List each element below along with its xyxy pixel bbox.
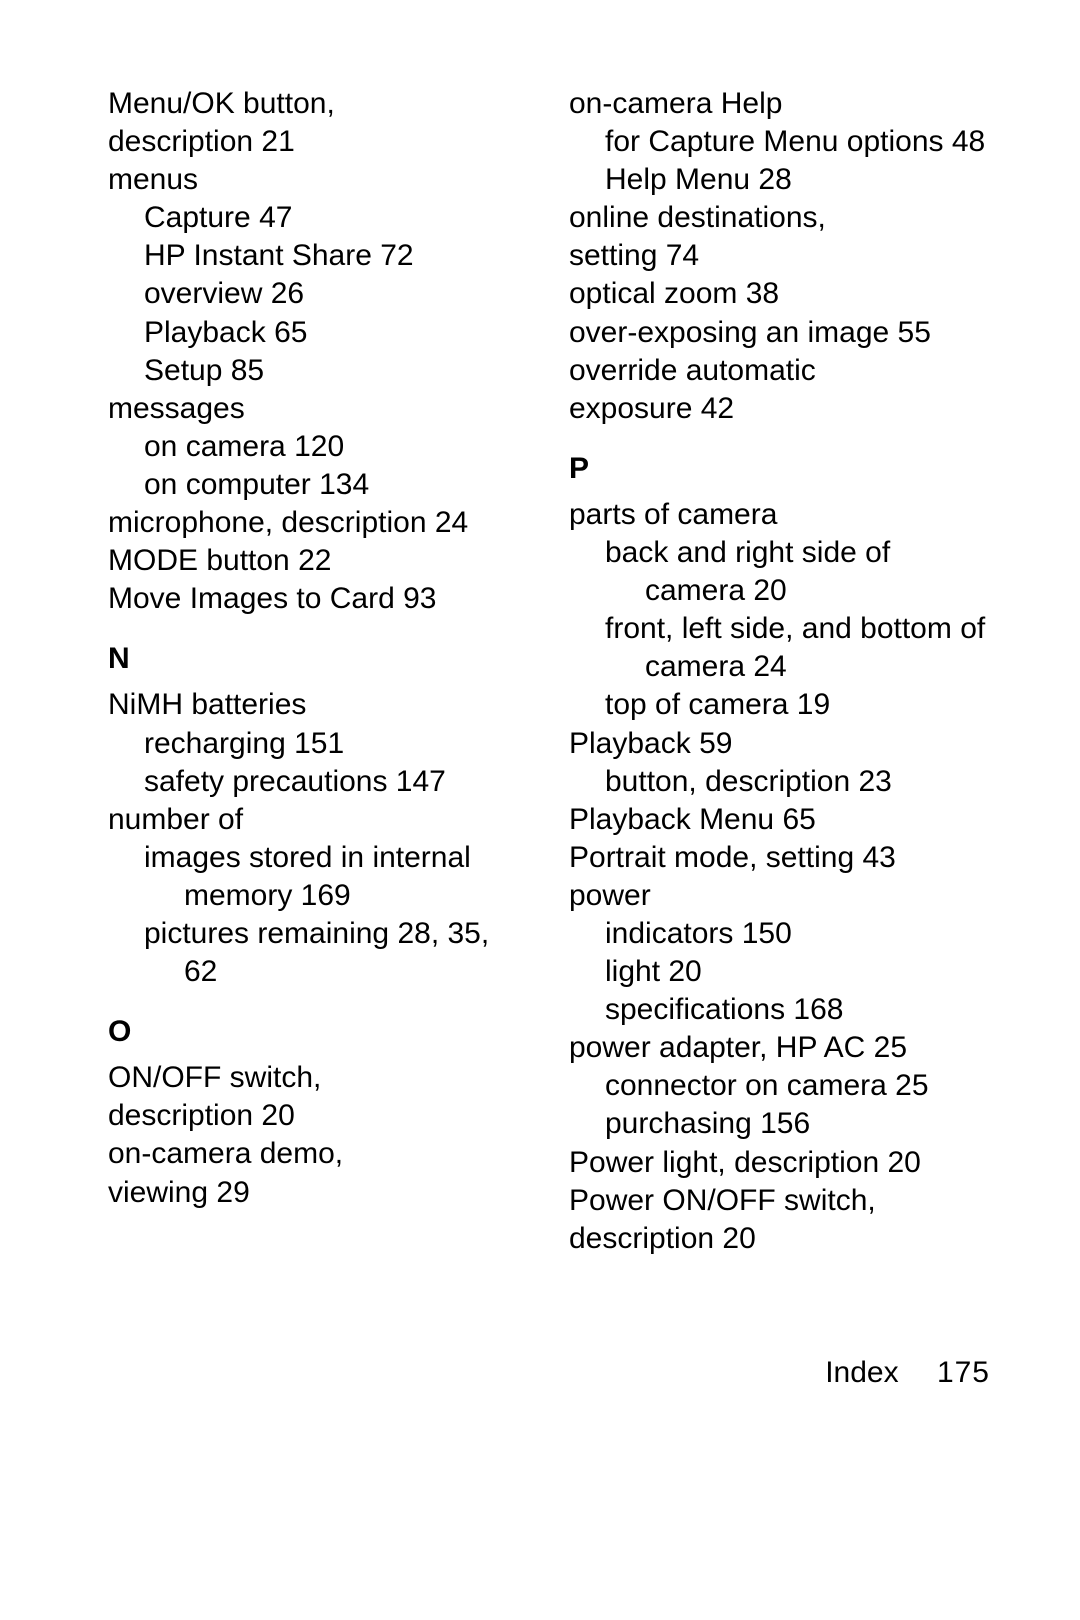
index-entry: MODE button 22 <box>108 542 529 580</box>
index-entry: Setup 85 <box>108 352 529 390</box>
index-entry: menus <box>108 161 529 199</box>
index-entry: safety precautions 147 <box>108 763 529 801</box>
right-column: on-camera Helpfor Capture Menu options 4… <box>569 85 990 1258</box>
columns: Menu/OK button,description 21menusCaptur… <box>0 0 1080 1258</box>
index-entry: Move Images to Card 93 <box>108 580 529 618</box>
index-entry: images stored in internal memory 169 <box>108 839 529 915</box>
index-entry: messages <box>108 390 529 428</box>
index-entry: specifications 168 <box>569 991 990 1029</box>
index-entry: online destinations, <box>569 199 990 237</box>
index-entry: indicators 150 <box>569 915 990 953</box>
index-entry: number of <box>108 801 529 839</box>
index-entry: pictures remaining 28, 35, 62 <box>108 915 529 991</box>
index-entry: top of camera 19 <box>569 686 990 724</box>
index-entry: recharging 151 <box>108 725 529 763</box>
section-letter: N <box>108 640 529 678</box>
page-footer: Index 175 <box>825 1356 990 1390</box>
index-entry: over-exposing an image 55 <box>569 314 990 352</box>
footer-page-number: 175 <box>937 1356 990 1389</box>
index-entry: on camera 120 <box>108 428 529 466</box>
index-entry: power adapter, HP AC 25 <box>569 1029 990 1067</box>
index-entry: description 20 <box>108 1097 529 1135</box>
index-entry: Menu/OK button, <box>108 85 529 123</box>
footer-label: Index <box>825 1356 898 1389</box>
index-entry: optical zoom 38 <box>569 275 990 313</box>
index-page: Menu/OK button,description 21menusCaptur… <box>0 0 1080 1620</box>
section-letter: P <box>569 450 990 488</box>
index-entry: power <box>569 877 990 915</box>
index-entry: description 21 <box>108 123 529 161</box>
index-entry: override automatic <box>569 352 990 390</box>
index-entry: overview 26 <box>108 275 529 313</box>
index-entry: exposure 42 <box>569 390 990 428</box>
index-entry: button, description 23 <box>569 763 990 801</box>
index-entry: on computer 134 <box>108 466 529 504</box>
index-entry: Portrait mode, setting 43 <box>569 839 990 877</box>
index-entry: Playback 59 <box>569 725 990 763</box>
index-entry: on-camera Help <box>569 85 990 123</box>
index-entry: for Capture Menu options 48 <box>569 123 990 161</box>
index-entry: on-camera demo, <box>108 1135 529 1173</box>
left-column: Menu/OK button,description 21menusCaptur… <box>108 85 529 1258</box>
index-entry: setting 74 <box>569 237 990 275</box>
index-entry: Playback 65 <box>108 314 529 352</box>
index-entry: ON/OFF switch, <box>108 1059 529 1097</box>
index-entry: front, left side, and bottom of camera 2… <box>569 610 990 686</box>
index-entry: Capture 47 <box>108 199 529 237</box>
index-entry: purchasing 156 <box>569 1105 990 1143</box>
index-entry: connector on camera 25 <box>569 1067 990 1105</box>
index-entry: Power light, description 20 <box>569 1144 990 1182</box>
index-entry: HP Instant Share 72 <box>108 237 529 275</box>
index-entry: Playback Menu 65 <box>569 801 990 839</box>
index-entry: light 20 <box>569 953 990 991</box>
index-entry: back and right side of camera 20 <box>569 534 990 610</box>
section-letter: O <box>108 1013 529 1051</box>
index-entry: viewing 29 <box>108 1174 529 1212</box>
index-entry: microphone, description 24 <box>108 504 529 542</box>
index-entry: description 20 <box>569 1220 990 1258</box>
index-entry: parts of camera <box>569 496 990 534</box>
index-entry: Power ON/OFF switch, <box>569 1182 990 1220</box>
index-entry: NiMH batteries <box>108 686 529 724</box>
index-entry: Help Menu 28 <box>569 161 990 199</box>
